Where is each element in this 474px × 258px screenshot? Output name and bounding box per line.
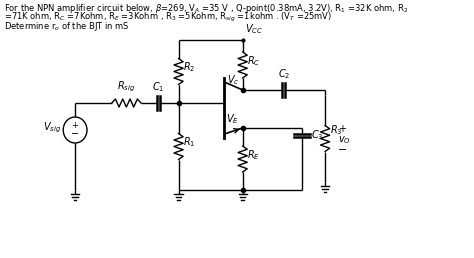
Text: =71K ohm, R$_C$ =7Kohm, R$_E$ =3Kohm , R$_3$ =5Kohm, R$_{sig}$ =1kohm . (V$_T$ =: =71K ohm, R$_C$ =7Kohm, R$_E$ =3Kohm , R… bbox=[4, 11, 331, 24]
Text: $V_{CC}$: $V_{CC}$ bbox=[246, 22, 264, 36]
Text: $R_C$: $R_C$ bbox=[247, 54, 261, 68]
Text: Determine r$_o$ of the BJT in mS: Determine r$_o$ of the BJT in mS bbox=[4, 20, 129, 33]
Text: $R_{sig}$: $R_{sig}$ bbox=[117, 80, 136, 94]
Text: $C_3$: $C_3$ bbox=[311, 128, 324, 142]
Text: For the NPN amplifier circuit below, $\beta$=269, V$_A$ =35 V , Q-point(0.38mA, : For the NPN amplifier circuit below, $\b… bbox=[4, 2, 408, 15]
Text: $R_2$: $R_2$ bbox=[183, 61, 195, 74]
Text: +: + bbox=[72, 120, 79, 130]
Text: −: − bbox=[71, 129, 79, 139]
Text: $V_c$: $V_c$ bbox=[227, 73, 239, 87]
Text: −: − bbox=[338, 146, 347, 156]
Text: $R_1$: $R_1$ bbox=[183, 136, 196, 149]
Text: $R_3$: $R_3$ bbox=[329, 124, 342, 138]
Text: $V_{sig}$: $V_{sig}$ bbox=[43, 121, 61, 135]
Text: $C_2$: $C_2$ bbox=[278, 67, 290, 81]
Text: $v_O$: $v_O$ bbox=[338, 135, 351, 146]
Text: $R_E$: $R_E$ bbox=[247, 148, 260, 162]
Text: +: + bbox=[338, 124, 346, 133]
Text: $C_1$: $C_1$ bbox=[152, 80, 164, 94]
Text: $V_E$: $V_E$ bbox=[226, 112, 239, 126]
